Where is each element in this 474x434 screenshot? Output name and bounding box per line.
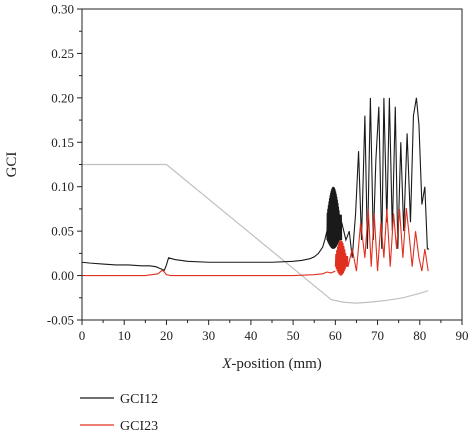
reference-line	[82, 163, 429, 304]
x-tick-label: 30	[202, 328, 215, 343]
y-tick-label: 0.15	[51, 135, 74, 150]
y-tick-label: 0.05	[51, 224, 74, 239]
x-tick-label: 10	[118, 328, 131, 343]
x-axis-title-rest: -position (mm)	[231, 356, 321, 372]
series-gci23-line	[82, 269, 336, 277]
y-tick-label: 0.30	[51, 2, 74, 17]
axes-layer: 0 10 20 30 40 50 60 70 80 90 -0.05 0.00 0.05 0.10 0.15…	[4, 2, 469, 373]
x-tick-label: 90	[456, 328, 469, 343]
x-tick-label: 70	[371, 328, 384, 343]
y-tick-label: 0.10	[51, 179, 74, 194]
x-tick-label: 20	[160, 328, 173, 343]
plot-area	[81, 9, 462, 320]
x-tick-label: 50	[287, 328, 300, 343]
gci12-oscillation	[326, 186, 343, 249]
y-tick-label: 0.20	[51, 90, 74, 105]
x-tick-label: 60	[329, 328, 342, 343]
series-layer	[81, 97, 430, 304]
y-axis-title: GCI	[4, 152, 20, 178]
gci23-spikes	[347, 207, 429, 272]
series-gci12-line	[81, 231, 328, 271]
x-tick-label: 0	[79, 328, 86, 343]
legend-label: GCI23	[120, 419, 158, 434]
y-tick-label: 0.00	[51, 268, 74, 283]
x-axis-title: X-position (mm)	[221, 356, 322, 372]
legend-label: GCI12	[120, 392, 158, 407]
legend: GCI12 GCI23	[80, 392, 158, 434]
x-tick-label: 40	[244, 328, 257, 343]
y-tick-label: -0.05	[47, 313, 74, 328]
x-axis-title-italic: X	[221, 356, 232, 372]
y-tick-label: 0.25	[51, 46, 74, 61]
gci12-spikes	[341, 97, 430, 258]
x-tick-label: 80	[413, 328, 426, 343]
gci23-oscillation	[334, 240, 349, 276]
